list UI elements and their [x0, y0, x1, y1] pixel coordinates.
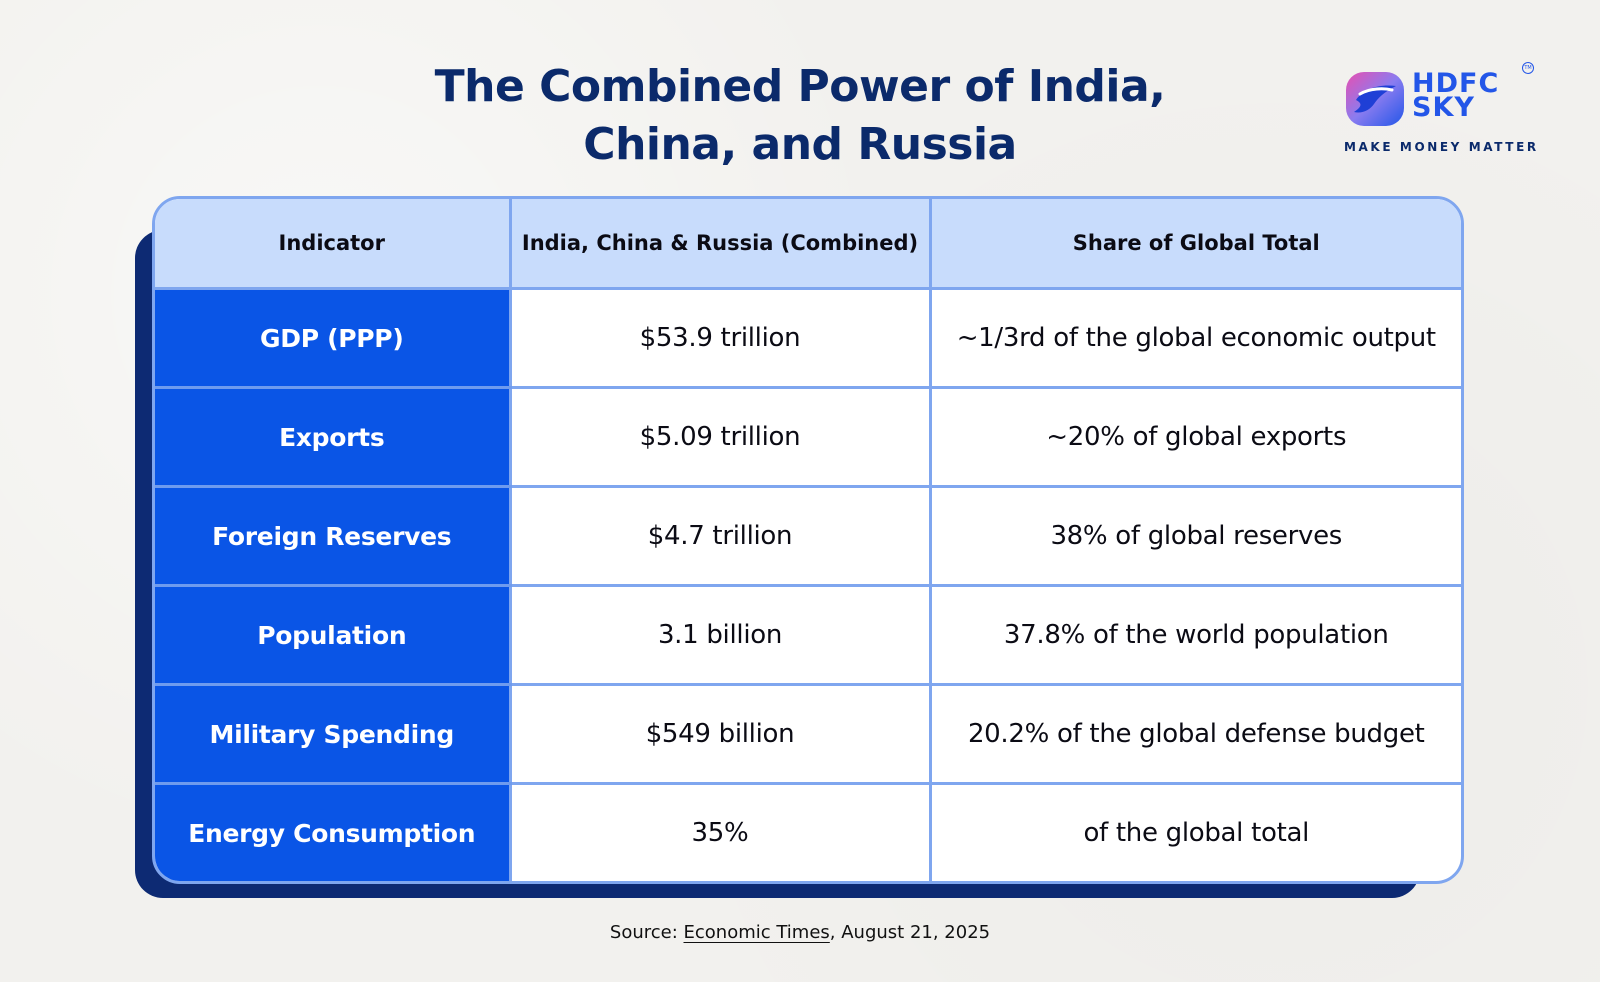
logo-brand-line-1: HDFC: [1412, 68, 1500, 99]
hdfc-sky-logo-icon: [1346, 72, 1404, 126]
indicator-cell: Exports: [155, 387, 512, 488]
table-row: Foreign Reserves $4.7 trillion 38% of gl…: [155, 486, 1461, 587]
source-link[interactable]: Economic Times: [683, 922, 830, 943]
share-cell: 37.8% of the world population: [930, 585, 1461, 686]
indicator-cell: GDP (PPP): [155, 288, 512, 389]
table-row: Energy Consumption 35% of the global tot…: [155, 783, 1461, 881]
combined-cell: $549 billion: [510, 684, 932, 785]
source-suffix: , August 21, 2025: [829, 922, 991, 943]
header-combined: India, China & Russia (Combined): [510, 199, 932, 290]
hdfc-sky-logo: HDFC SKY TM MAKE MONEY MATTER: [1340, 62, 1540, 162]
trademark-mark: TM: [1522, 62, 1534, 74]
combined-cell: $53.9 trillion: [510, 288, 932, 389]
source-note: Source: Economic Times, August 21, 2025: [0, 922, 1600, 943]
table-row: GDP (PPP) $53.9 trillion ~1/3rd of the g…: [155, 288, 1461, 389]
combined-cell: $5.09 trillion: [510, 387, 932, 488]
table-row: Exports $5.09 trillion ~20% of global ex…: [155, 387, 1461, 488]
header-indicator: Indicator: [155, 199, 512, 290]
title-line-2: China, and Russia: [583, 119, 1017, 170]
table-row: Population 3.1 billion 37.8% of the worl…: [155, 585, 1461, 686]
logo-wordmark: HDFC SKY: [1412, 68, 1500, 123]
share-cell: ~1/3rd of the global economic output: [930, 288, 1461, 389]
indicator-cell: Foreign Reserves: [155, 486, 512, 587]
header-share: Share of Global Total: [930, 199, 1461, 290]
share-cell: of the global total: [1083, 818, 1310, 848]
indicator-cell: Energy Consumption: [155, 783, 512, 881]
source-prefix: Source:: [609, 922, 684, 943]
combined-cell: 35%: [510, 783, 932, 881]
indicator-cell: Population: [155, 585, 512, 686]
share-cell: 20.2% of the global defense budget: [930, 684, 1461, 785]
combined-cell: $4.7 trillion: [510, 486, 932, 587]
comparison-table: Indicator India, China & Russia (Combine…: [152, 196, 1464, 884]
logo-tagline: MAKE MONEY MATTER: [1344, 140, 1539, 154]
combined-cell: 3.1 billion: [510, 585, 932, 686]
table-row: Military Spending $549 billion 20.2% of …: [155, 684, 1461, 785]
table-header-row: Indicator India, China & Russia (Combine…: [155, 199, 1461, 290]
page-title: The Combined Power of India, China, and …: [400, 58, 1200, 174]
title-line-1: The Combined Power of India,: [434, 61, 1166, 112]
logo-brand-line-2: SKY: [1412, 92, 1475, 123]
indicator-cell: Military Spending: [155, 684, 512, 785]
share-cell: ~20% of global exports: [930, 387, 1461, 488]
share-cell: 38% of global reserves: [930, 486, 1461, 587]
